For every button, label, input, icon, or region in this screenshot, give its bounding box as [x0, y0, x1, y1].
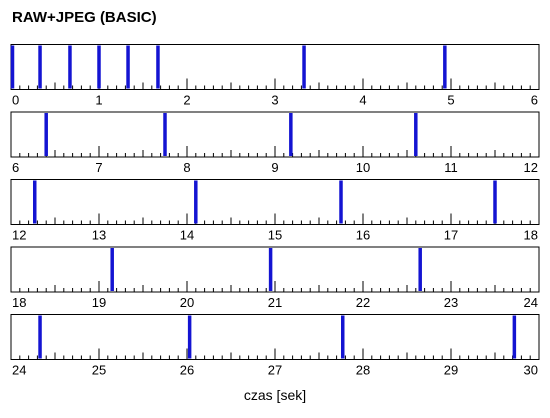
- tick-label: 9: [271, 160, 278, 175]
- timeline-panel: 24 25 26 27 28 29 30: [10, 314, 540, 378]
- tick-label: 22: [356, 295, 370, 310]
- tick-label: 4: [359, 93, 366, 108]
- tick-label: 0: [12, 93, 19, 108]
- tick-label: 18: [524, 228, 538, 243]
- tick-label: 17: [444, 228, 458, 243]
- tick-label: 23: [444, 295, 458, 310]
- tick-label: 25: [92, 363, 106, 378]
- tick-label: 30: [524, 363, 538, 378]
- tick-label: 24: [12, 363, 26, 378]
- tick-label: 12: [12, 228, 26, 243]
- tick-label: 13: [92, 228, 106, 243]
- tick-label: 15: [268, 228, 282, 243]
- tick-label: 19: [92, 295, 106, 310]
- timeline-panel: 0 1 2 3 4 5 6: [10, 44, 540, 108]
- tick-label: 11: [444, 160, 458, 175]
- timeline-panel: 12 13 14 15 16 17 18: [10, 179, 540, 243]
- tick-label: 26: [180, 363, 194, 378]
- tick-label: 28: [356, 363, 370, 378]
- tick-label: 20: [180, 295, 194, 310]
- tick-label: 2: [183, 93, 190, 108]
- tick-label: 10: [356, 160, 370, 175]
- timeline-panel: 18 19 20 21 22 23 24: [10, 246, 540, 310]
- tick-label: 29: [444, 363, 458, 378]
- tick-label: 18: [12, 295, 26, 310]
- tick-label: 16: [356, 228, 370, 243]
- tick-label: 1: [95, 93, 102, 108]
- tick-label: 8: [183, 160, 190, 175]
- tick-label: 7: [95, 160, 102, 175]
- timeline-panel: 6 7 8 9 10 11 12: [10, 111, 540, 175]
- x-axis-label: czas [sek]: [244, 387, 306, 403]
- chart-title: RAW+JPEG (BASIC): [12, 9, 157, 26]
- tick-label: 3: [271, 93, 278, 108]
- tick-label: 27: [268, 363, 282, 378]
- tick-label: 5: [447, 93, 454, 108]
- tick-label: 21: [268, 295, 282, 310]
- tick-label: 14: [180, 228, 194, 243]
- tick-label: 12: [524, 160, 538, 175]
- tick-label: 6: [12, 160, 19, 175]
- tick-label: 24: [524, 295, 538, 310]
- tick-label: 6: [531, 93, 538, 108]
